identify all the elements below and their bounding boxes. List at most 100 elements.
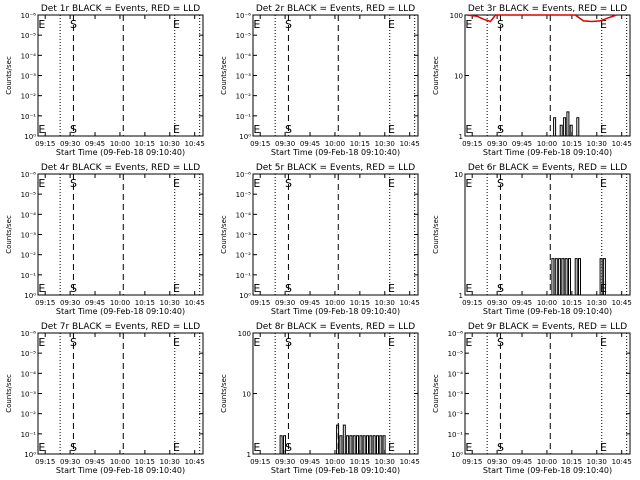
x-tick-label: 10:15 [350,458,370,466]
marker-top-e: E [388,177,395,190]
y-tick-label: 10⁻¹ [448,431,464,439]
y-tick-label: 10⁻² [21,252,37,260]
x-tick-label: 10:45 [400,458,420,466]
x-axis-label: Start Time (09-Feb-18 09:10:40) [483,466,612,475]
plot-frame [464,173,631,296]
plot-frame [37,173,204,296]
panel-title: Det 6r BLACK = Events, RED = LLD [468,163,627,173]
y-tick-label: 10⁻⁵ [21,191,37,199]
x-tick-label: 10:15 [562,140,582,148]
y-axis-label: Counts/sec [5,56,13,95]
marker-top-s: S [497,336,504,349]
y-tick-label: 10⁻⁴ [21,370,37,378]
panel-7: Det 7r BLACK = Events, RED = LLD 10⁰ 10⁻¹ 1… [5,322,205,475]
x-tick-label: 10:00 [325,140,345,148]
x-tick-label: 09:45 [512,458,532,466]
panel-1: Det 1r BLACK = Events, RED = LLD 10⁰ 10⁻¹ 1… [5,4,205,157]
marker-bottom-e: E [253,123,260,136]
plot-frame [464,14,631,137]
x-tick-label: 10:30 [587,299,607,307]
x-tick-label: 10:30 [375,140,395,148]
x-axis-label: Start Time (09-Feb-18 09:10:40) [483,148,612,157]
marker-bottom-e: E [465,441,472,454]
marker-top-e: E [173,177,180,190]
marker-top-e: E [388,336,395,349]
marker-bottom-s: S [497,441,504,454]
marker-bottom-s: S [70,123,77,136]
panel-8: Det 8r BLACK = Events, RED = LLD 1 10 100 Co… [220,322,420,475]
y-tick-label: 10⁻³ [21,232,37,240]
panel-5: Det 5r BLACK = Events, RED = LLD 10⁰ 10⁻¹ 1… [220,163,420,316]
marker-bottom-e: E [173,441,180,454]
x-tick-label: 10:00 [325,458,345,466]
x-tick-label: 09:45 [85,458,105,466]
y-tick-label: 10⁻⁶ [448,330,464,338]
x-tick-label: 09:15 [462,140,482,148]
y-tick-label: 10⁻² [236,252,252,260]
x-tick-label: 10:00 [110,299,130,307]
marker-bottom-e: E [173,282,180,295]
y-axis-label: Counts/sec [432,56,440,95]
panel-title: Det 3r BLACK = Events, RED = LLD [468,4,627,14]
marker-top-e: E [173,18,180,31]
y-tick-label: 10⁻⁴ [448,370,464,378]
x-axis-label: Start Time (09-Feb-18 09:10:40) [271,307,400,316]
x-tick-label: 10:45 [185,140,205,148]
y-tick-label: 10⁻¹ [21,431,37,439]
x-tick-label: 09:30 [487,140,507,148]
x-tick-label: 10:15 [135,458,155,466]
x-tick-label: 09:45 [300,140,320,148]
marker-top-s: S [497,177,504,190]
marker-top-e: E [600,18,607,31]
y-tick-label: 10 [454,73,463,81]
marker-bottom-e: E [38,123,45,136]
y-tick-label: 10⁰ [239,292,251,300]
x-tick-label: 09:15 [35,140,55,148]
x-tick-label: 09:45 [512,140,532,148]
x-tick-label: 10:00 [537,299,557,307]
x-tick-label: 10:45 [400,140,420,148]
x-tick-label: 10:30 [375,458,395,466]
x-tick-label: 10:00 [110,458,130,466]
marker-bottom-e: E [465,282,472,295]
x-tick-label: 10:45 [185,458,205,466]
y-tick-label: 10⁻² [21,411,37,419]
panel-title: Det 7r BLACK = Events, RED = LLD [41,322,200,332]
plot-frame [252,173,419,296]
series-2-line [467,14,617,23]
y-tick-label: 10⁻⁶ [236,171,252,179]
marker-bottom-e: E [173,123,180,136]
marker-bottom-s: S [285,441,292,454]
x-tick-label: 10:00 [325,299,345,307]
x-tick-label: 09:15 [250,140,270,148]
x-tick-label: 09:30 [487,458,507,466]
x-tick-label: 10:15 [350,299,370,307]
panel-9: Det 9r BLACK = Events, RED = LLD 10⁰ 10⁻¹ 1… [432,322,632,475]
marker-top-s: S [70,336,77,349]
marker-bottom-s: S [70,441,77,454]
marker-bottom-e: E [38,441,45,454]
x-tick-label: 10:15 [135,299,155,307]
x-tick-label: 09:30 [60,299,80,307]
panel-title: Det 8r BLACK = Events, RED = LLD [256,322,415,332]
x-tick-label: 09:45 [300,458,320,466]
x-tick-label: 09:15 [250,458,270,466]
y-tick-label: 10⁰ [24,292,36,300]
x-tick-label: 10:00 [537,140,557,148]
x-tick-label: 09:45 [512,299,532,307]
x-tick-label: 09:45 [85,140,105,148]
marker-bottom-s: S [497,123,504,136]
x-tick-label: 10:45 [612,299,632,307]
x-axis-label: Start Time (09-Feb-18 09:10:40) [56,307,185,316]
plot-frame [37,332,204,455]
marker-top-s: S [285,18,292,31]
y-tick-label: 10⁻² [448,411,464,419]
y-tick-label: 10⁰ [24,133,36,141]
plot-frame [464,332,631,455]
x-tick-label: 10:30 [587,458,607,466]
panel-title: Det 9r BLACK = Events, RED = LLD [468,322,627,332]
y-tick-label: 100 [450,12,463,20]
x-axis-label: Start Time (09-Feb-18 09:10:40) [56,466,185,475]
x-tick-label: 09:30 [487,299,507,307]
x-tick-label: 10:30 [160,299,180,307]
